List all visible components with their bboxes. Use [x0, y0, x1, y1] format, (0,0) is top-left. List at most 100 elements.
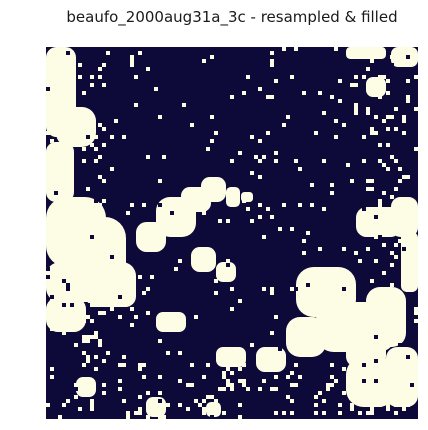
- mask-pixel: [342, 391, 346, 395]
- mask-pixel: [102, 63, 106, 67]
- mask-pixel: [82, 339, 86, 343]
- mask-pixel: [210, 115, 214, 119]
- mask-pixel: [378, 319, 382, 323]
- mask-pixel: [362, 219, 366, 223]
- mask-pixel: [130, 55, 134, 59]
- mask-pixel: [82, 335, 86, 339]
- mask-pixel: [102, 179, 106, 183]
- mask-pixel: [386, 315, 390, 319]
- mask-pixel: [258, 387, 262, 391]
- mask-pixel: [162, 155, 166, 159]
- mask-pixel: [198, 403, 202, 407]
- mask-pixel: [362, 207, 366, 211]
- mask-pixel: [290, 371, 294, 375]
- mask-pixel: [358, 379, 362, 383]
- mask-pixel: [190, 243, 194, 247]
- mask-pixel: [146, 311, 150, 315]
- mask-pixel: [134, 75, 138, 79]
- mask-pixel: [110, 259, 114, 263]
- mask-pixel: [358, 363, 362, 367]
- mask-pixel: [50, 211, 54, 215]
- mask-pixel: [402, 119, 406, 123]
- mask-pixel: [362, 363, 366, 367]
- mask-pixel: [410, 51, 414, 55]
- mask-pixel: [214, 279, 218, 283]
- mask-pixel: [414, 243, 418, 247]
- mask-pixel: [102, 127, 106, 131]
- mask-pixel: [406, 55, 410, 59]
- mask-pixel: [342, 287, 346, 291]
- mask-pixel: [410, 271, 414, 275]
- mask-pixel: [230, 307, 234, 311]
- mask-pixel: [410, 247, 414, 251]
- mask-pixel: [394, 403, 398, 407]
- mask-pixel: [94, 367, 98, 371]
- mask-pixel: [206, 383, 210, 387]
- mask-pixel: [74, 115, 78, 119]
- mask-pixel: [190, 123, 194, 127]
- mask-pixel: [146, 155, 150, 159]
- mask-pixel: [414, 67, 418, 71]
- mask-pixel: [158, 399, 162, 403]
- mask-pixel: [94, 147, 98, 151]
- mask-pixel: [182, 195, 186, 199]
- mask-pixel: [398, 359, 402, 363]
- mask-pixel: [102, 219, 106, 223]
- mask-pixel: [358, 395, 362, 399]
- mask-region: [401, 232, 418, 292]
- mask-pixel: [138, 363, 142, 367]
- mask-pixel: [118, 295, 122, 299]
- mask-pixel: [386, 127, 390, 131]
- mask-pixel: [130, 307, 134, 311]
- mask-pixel: [154, 371, 158, 375]
- mask-pixel: [354, 107, 358, 111]
- mask-pixel: [378, 199, 382, 203]
- mask-pixel: [238, 367, 242, 371]
- mask-pixel: [406, 403, 410, 407]
- mask-pixel: [90, 75, 94, 79]
- mask-pixel: [370, 131, 374, 135]
- mask-pixel: [390, 263, 394, 267]
- mask-pixel: [62, 63, 66, 67]
- mask-pixel: [394, 211, 398, 215]
- mask-pixel: [314, 131, 318, 135]
- mask-pixel: [230, 387, 234, 391]
- mask-pixel: [54, 307, 58, 311]
- mask-pixel: [238, 299, 242, 303]
- mask-pixel: [374, 379, 378, 383]
- mask-pixel: [246, 207, 250, 211]
- mask-pixel: [86, 315, 90, 319]
- mask-region: [256, 347, 286, 372]
- mask-pixel: [70, 235, 74, 239]
- mask-pixel: [298, 167, 302, 171]
- mask-pixel: [150, 391, 154, 395]
- mask-pixel: [374, 403, 378, 407]
- mask-pixel: [386, 167, 390, 171]
- mask-pixel: [146, 391, 150, 395]
- mask-pixel: [94, 275, 98, 279]
- mask-pixel: [366, 391, 370, 395]
- mask-pixel: [78, 131, 82, 135]
- mask-pixel: [270, 291, 274, 295]
- mask-pixel: [170, 211, 174, 215]
- mask-pixel: [74, 319, 78, 323]
- mask-pixel: [394, 339, 398, 343]
- mask-pixel: [350, 359, 354, 363]
- mask-pixel: [342, 367, 346, 371]
- mask-pixel: [90, 407, 94, 411]
- mask-pixel: [230, 363, 234, 367]
- mask-pixel: [290, 411, 294, 415]
- mask-pixel: [118, 387, 122, 391]
- mask-pixel: [326, 387, 330, 391]
- mask-pixel: [98, 67, 102, 71]
- mask-pixel: [406, 59, 410, 63]
- mask-pixel: [66, 307, 70, 311]
- mask-pixel: [118, 379, 122, 383]
- mask-pixel: [354, 327, 358, 331]
- mask-pixel: [138, 411, 142, 415]
- mask-pixel: [362, 135, 366, 139]
- mask-pixel: [110, 255, 114, 259]
- mask-pixel: [414, 75, 418, 79]
- mask-pixel: [94, 223, 98, 227]
- mask-pixel: [202, 407, 206, 411]
